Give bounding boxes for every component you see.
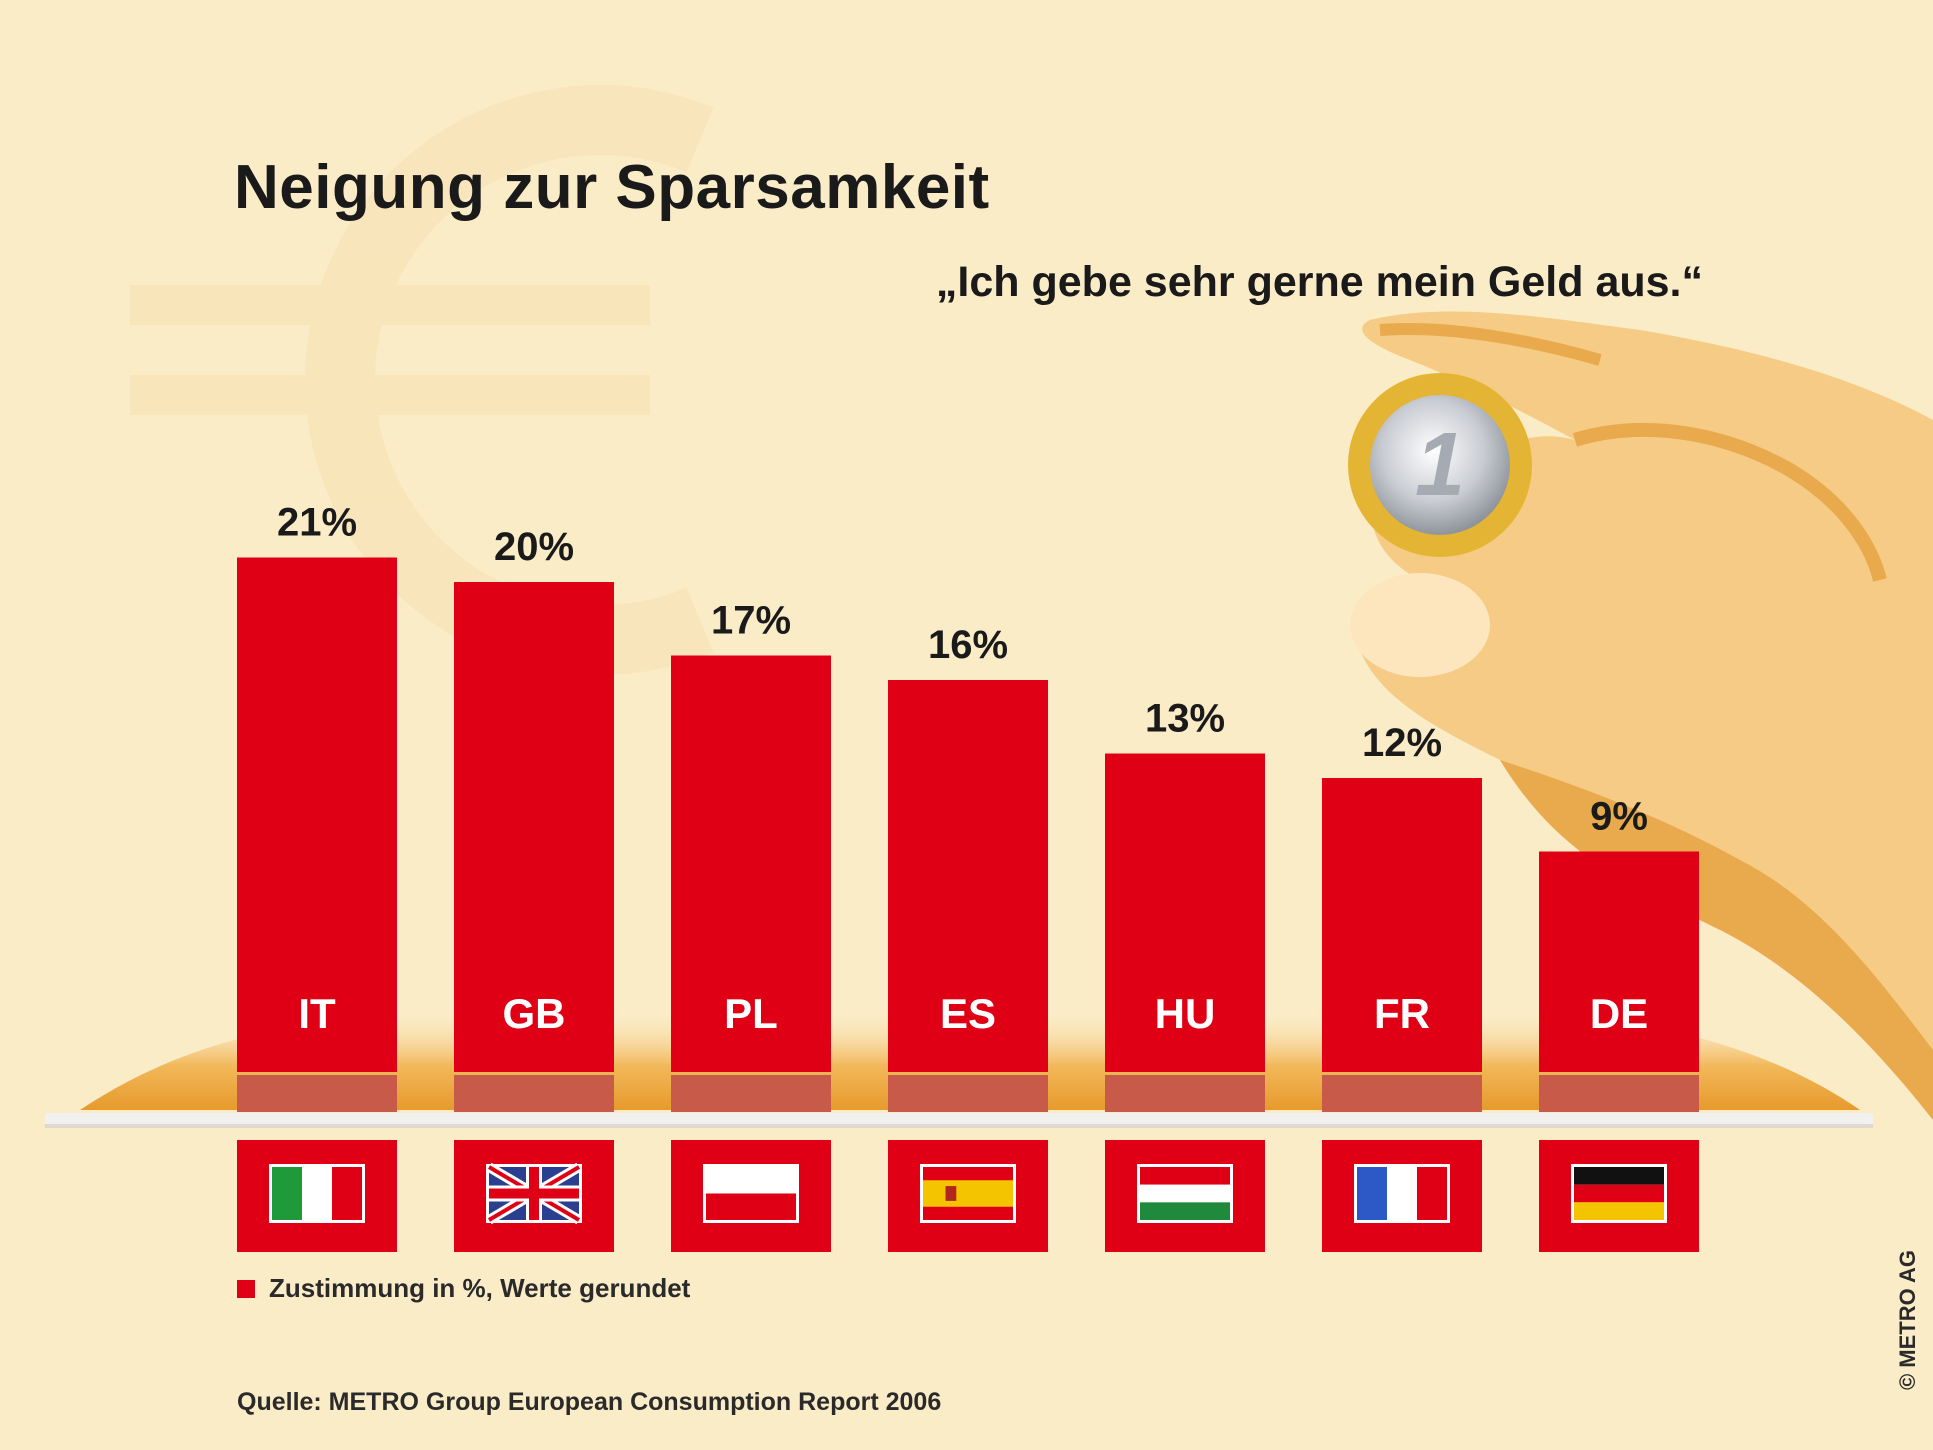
france-flag-icon	[1354, 1164, 1450, 1223]
bar-es	[888, 680, 1048, 1072]
legend-swatch	[237, 1279, 255, 1298]
bar-gb	[454, 582, 614, 1072]
bar-strip-gb	[454, 1075, 614, 1112]
bar-hu	[1105, 753, 1265, 1072]
poland-flag-icon	[703, 1164, 799, 1223]
bar-pl	[671, 655, 831, 1072]
uk-flag-icon	[486, 1162, 582, 1225]
bars-group	[237, 557, 1699, 1252]
category-label-pl: PL	[724, 990, 778, 1037]
category-label-de: DE	[1590, 990, 1648, 1037]
legend: Zustimmung in %, Werte gerundet	[237, 1273, 690, 1304]
chart-title: Neigung zur Sparsamkeit	[234, 153, 990, 222]
bar-strip-de	[1539, 1075, 1699, 1112]
baseline-shadow	[45, 1124, 1873, 1128]
category-label-es: ES	[940, 990, 996, 1037]
source-note: Quelle: METRO Group European Consumption…	[237, 1388, 942, 1416]
value-label-gb: 20%	[494, 525, 574, 569]
value-label-it: 21%	[277, 501, 357, 545]
labels-group: 21% IT 20% GB 17% PL 16% ES 13% HU 12% FR 9% DE	[277, 501, 1648, 1038]
category-label-gb: GB	[503, 990, 566, 1037]
category-label-fr: FR	[1374, 990, 1430, 1037]
bar-strip-fr	[1322, 1075, 1482, 1112]
germany-flag-icon	[1571, 1164, 1667, 1223]
baseline	[45, 1113, 1873, 1127]
spain-flag-icon	[920, 1164, 1016, 1223]
value-label-hu: 13%	[1145, 697, 1225, 741]
category-label-hu: HU	[1155, 990, 1216, 1037]
bar-strip-hu	[1105, 1075, 1265, 1112]
bar-de	[1539, 851, 1699, 1072]
flags-group	[269, 1162, 1667, 1225]
italy-flag-icon	[269, 1164, 365, 1223]
bar-it	[237, 557, 397, 1072]
bar-strip-pl	[671, 1075, 831, 1112]
copyright-note: © METRO AG	[1895, 1249, 1920, 1391]
bar-strip-it	[237, 1075, 397, 1112]
value-label-es: 16%	[928, 623, 1008, 667]
svg-text:1: 1	[1415, 415, 1465, 515]
value-label-de: 9%	[1590, 795, 1648, 839]
euro-coin-icon: 1	[1348, 373, 1532, 557]
bar-strip-es	[888, 1075, 1048, 1112]
chart-subtitle: „Ich gebe sehr gerne mein Geld aus.“	[935, 258, 1703, 306]
bar-fr	[1322, 778, 1482, 1072]
value-label-pl: 17%	[711, 599, 791, 643]
legend-label: Zustimmung in %, Werte gerundet	[269, 1273, 691, 1303]
category-label-it: IT	[298, 990, 336, 1037]
hungary-flag-icon	[1137, 1164, 1233, 1223]
value-label-fr: 12%	[1362, 721, 1442, 765]
